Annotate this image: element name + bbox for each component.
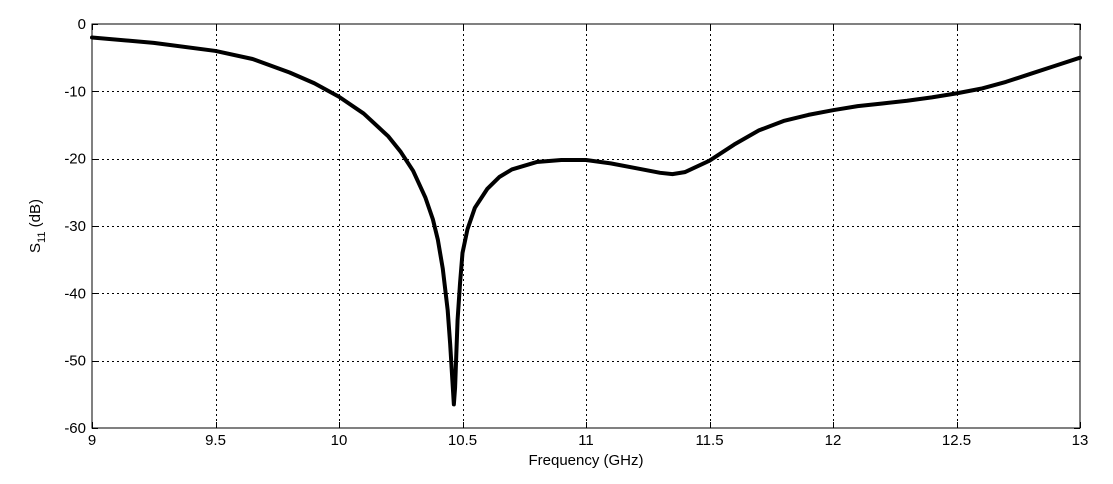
x-tick-label: 9 bbox=[88, 432, 96, 449]
y-tick-label: -30 bbox=[64, 218, 86, 235]
y-tick-label: -10 bbox=[64, 83, 86, 100]
x-tick-label: 13 bbox=[1072, 432, 1089, 449]
grid-lines bbox=[92, 24, 1080, 428]
y-tick-label: -60 bbox=[64, 420, 86, 437]
y-tick-label: -40 bbox=[64, 285, 86, 302]
y-axis-title-main: S bbox=[27, 243, 44, 253]
x-tick-label: 9.5 bbox=[205, 432, 226, 449]
x-tick-label: 10 bbox=[331, 432, 348, 449]
x-tick-label: 12.5 bbox=[942, 432, 971, 449]
s11-series-line bbox=[90, 35, 1082, 407]
x-tick-label: 10.5 bbox=[448, 432, 477, 449]
y-tick-label: -50 bbox=[64, 353, 86, 370]
y-axis-title-suffix: (dB) bbox=[27, 199, 44, 232]
x-axis-title: Frequency (GHz) bbox=[528, 452, 643, 469]
y-axis-title-subscript: 11 bbox=[36, 232, 48, 243]
x-tick-label: 11.5 bbox=[695, 432, 723, 449]
y-tick-label: -20 bbox=[64, 151, 86, 168]
x-tick-label: 11 bbox=[578, 432, 594, 449]
axis-ticks bbox=[92, 24, 1081, 429]
tick-labels: 9 9.5 10 10.5 11 11.5 12 12.5 13 0 -10 -20 -30 -40 -50… bbox=[64, 16, 1088, 449]
y-tick-label: 0 bbox=[78, 16, 86, 33]
x-tick-label: 12 bbox=[825, 432, 842, 449]
y-axis-title: S11 (dB) bbox=[27, 199, 48, 253]
